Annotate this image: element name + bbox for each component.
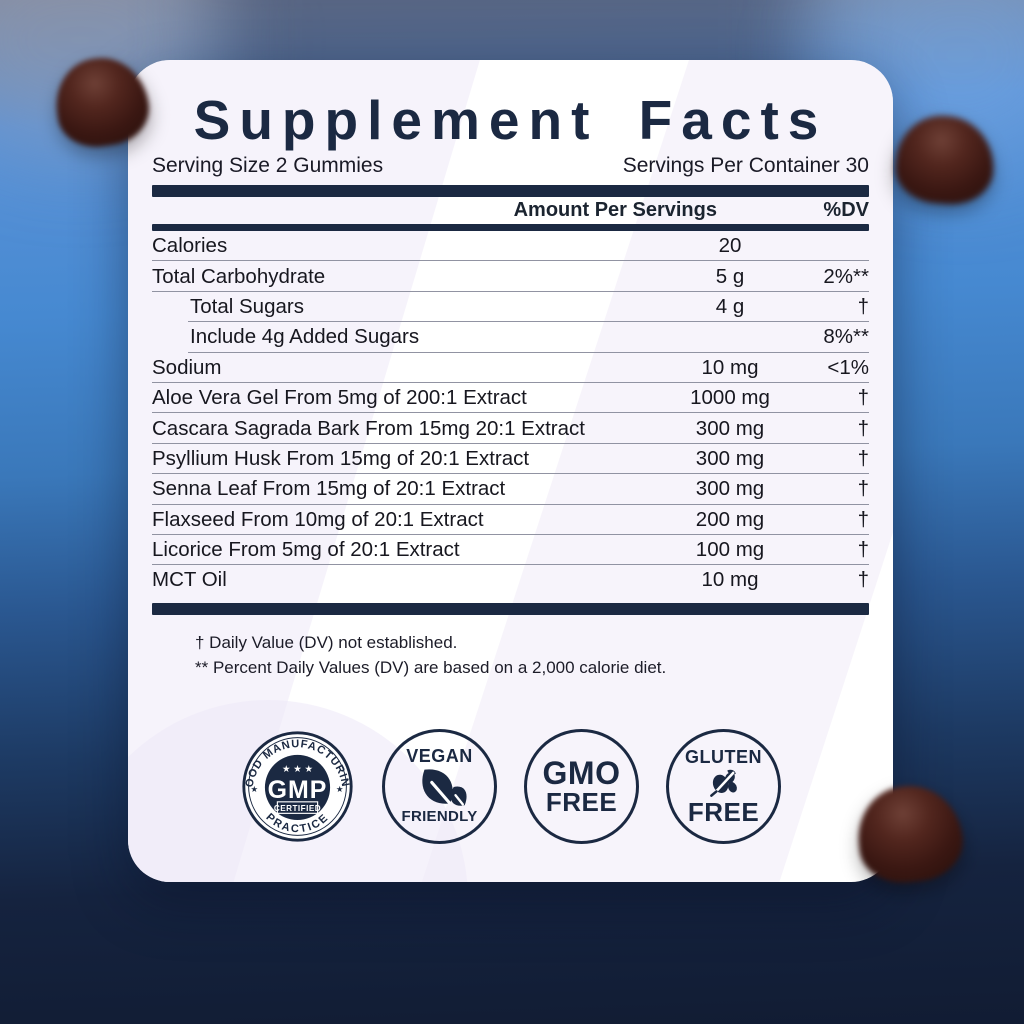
nutrient-name: Psyllium Husk From 15mg of 20:1 Extract xyxy=(152,446,530,470)
gmo-free-label: FREE xyxy=(545,786,618,817)
nutrient-name: Flaxseed From 10mg of 20:1 Extract xyxy=(152,507,484,531)
nutrient-dv: † xyxy=(857,446,869,470)
divider-bar-bottom xyxy=(152,602,869,615)
nutrient-amount: 200 mg xyxy=(695,507,765,531)
nutrient-amount: 300 mg xyxy=(695,446,765,470)
gmp-banner-text: CERTIFIED xyxy=(274,804,321,813)
nutrient-name: Aloe Vera Gel From 5mg of 200:1 Extract xyxy=(152,386,527,410)
column-header-dv: %DV xyxy=(823,199,869,221)
divider-bar-top xyxy=(152,185,869,197)
facts-row: Sodium 10 mg <1% xyxy=(152,353,869,384)
divider-bar-header xyxy=(152,224,869,231)
star-icon: ★ xyxy=(251,784,259,794)
facts-row: Calories 20 xyxy=(152,231,869,262)
nutrient-dv: <1% xyxy=(827,355,869,379)
badge-row: GOOD MANUFACTURING PRACTICE ★ ★ ★ ★ ★ GM… xyxy=(152,720,869,844)
footnote: † Daily Value (DV) not established. xyxy=(195,632,458,652)
supplement-facts-title: Supplement Facts xyxy=(193,89,828,151)
star-icon: ★ xyxy=(336,784,344,794)
leaf-icon xyxy=(421,769,467,806)
nutrient-dv: † xyxy=(857,507,869,531)
nutrient-name: Cascara Sagrada Bark From 15mg 20:1 Extr… xyxy=(152,416,585,440)
servings-per-container: Servings Per Container 30 xyxy=(622,154,869,177)
gummy-candy-top-left xyxy=(50,52,154,152)
serving-size: Serving Size 2 Gummies xyxy=(152,154,384,177)
facts-row: Psyllium Husk From 15mg of 20:1 Extract … xyxy=(152,444,869,475)
nutrient-dv: † xyxy=(857,538,869,562)
nutrient-dv: † xyxy=(857,294,869,318)
nutrient-name: Licorice From 5mg of 20:1 Extract xyxy=(152,538,460,562)
gmp-stars-icon: ★ ★ ★ xyxy=(282,764,313,775)
facts-row: Total Carbohydrate 5 g 2%** xyxy=(152,261,869,293)
nutrient-name: Sodium xyxy=(152,355,222,379)
gmp-seal-icon: GOOD MANUFACTURING PRACTICE ★ ★ ★ ★ ★ GM… xyxy=(235,720,353,842)
vegan-label: VEGAN xyxy=(406,746,473,767)
nutrient-dv: † xyxy=(857,568,869,592)
nutrient-dv: 8%** xyxy=(823,325,869,349)
gluten-label: GLUTEN xyxy=(685,746,762,767)
facts-rows: Calories 20 Total Carbohydrate 5 g 2%** … xyxy=(152,231,869,596)
nutrient-name: Total Sugars xyxy=(190,294,304,318)
facts-row: Licorice From 5mg of 20:1 Extract 100 mg… xyxy=(152,535,869,566)
facts-row: Flaxseed From 10mg of 20:1 Extract 200 m… xyxy=(152,505,869,536)
friendly-label: FRIENDLY xyxy=(401,808,478,826)
nutrient-name: MCT Oil xyxy=(152,568,227,592)
nutrient-amount: 300 mg xyxy=(695,416,765,440)
facts-row: Include 4g Added Sugars 8%** xyxy=(152,322,869,353)
badge-gluten: GLUTEN FREE xyxy=(666,728,781,844)
nutrient-name: Total Carbohydrate xyxy=(152,264,326,288)
nutrient-dv: † xyxy=(857,386,869,410)
nutrient-amount: 10 mg xyxy=(701,355,759,379)
column-header-amount: Amount Per Servings xyxy=(513,199,717,221)
nutrient-name: Include 4g Added Sugars xyxy=(190,325,420,349)
nutrient-dv: † xyxy=(857,416,869,440)
nutrient-amount: 300 mg xyxy=(695,477,765,501)
nutrient-amount: 10 mg xyxy=(701,568,759,592)
nutrient-amount: 1000 mg xyxy=(690,386,770,410)
gummy-candy-right xyxy=(893,112,997,208)
gmo-label: GMO xyxy=(542,754,621,791)
footnotes: † Daily Value (DV) not established. ** Pe… xyxy=(195,630,869,681)
nutrient-name: Senna Leaf From 15mg of 20:1 Extract xyxy=(152,477,506,501)
facts-row: MCT Oil 10 mg † xyxy=(152,565,869,595)
nutrient-dv: 2%** xyxy=(823,264,869,288)
facts-row: Cascara Sagrada Bark From 15mg 20:1 Extr… xyxy=(152,413,869,445)
supplement-card: Supplement Facts Serving Size 2 Gummies … xyxy=(128,60,893,882)
badge-vegan: VEGAN FRIENDLY xyxy=(382,728,497,844)
footnote: ** Percent Daily Values (DV) are based o… xyxy=(195,658,667,678)
nutrient-amount: 100 mg xyxy=(695,538,765,562)
nutrient-name: Calories xyxy=(152,234,228,258)
badge-gmp: GOOD MANUFACTURING PRACTICE ★ ★ ★ ★ ★ GM… xyxy=(235,720,355,844)
facts-row: Senna Leaf From 15mg of 20:1 Extract 300… xyxy=(152,474,869,505)
nutrient-amount: 20 xyxy=(718,234,742,258)
nutrient-dv: † xyxy=(857,477,869,501)
badge-gmo: GMO FREE xyxy=(524,728,639,844)
gummy-candy-bottom-right xyxy=(853,780,967,888)
nutrient-amount: 4 g xyxy=(715,294,745,318)
wheat-crossed-icon xyxy=(709,769,737,797)
gluten-free-label: FREE xyxy=(687,796,760,827)
gmp-center-text: GMP xyxy=(268,776,328,804)
facts-row: Total Sugars 4 g † xyxy=(152,292,869,323)
nutrient-amount: 5 g xyxy=(715,264,745,288)
facts-row: Aloe Vera Gel From 5mg of 200:1 Extract … xyxy=(152,383,869,414)
